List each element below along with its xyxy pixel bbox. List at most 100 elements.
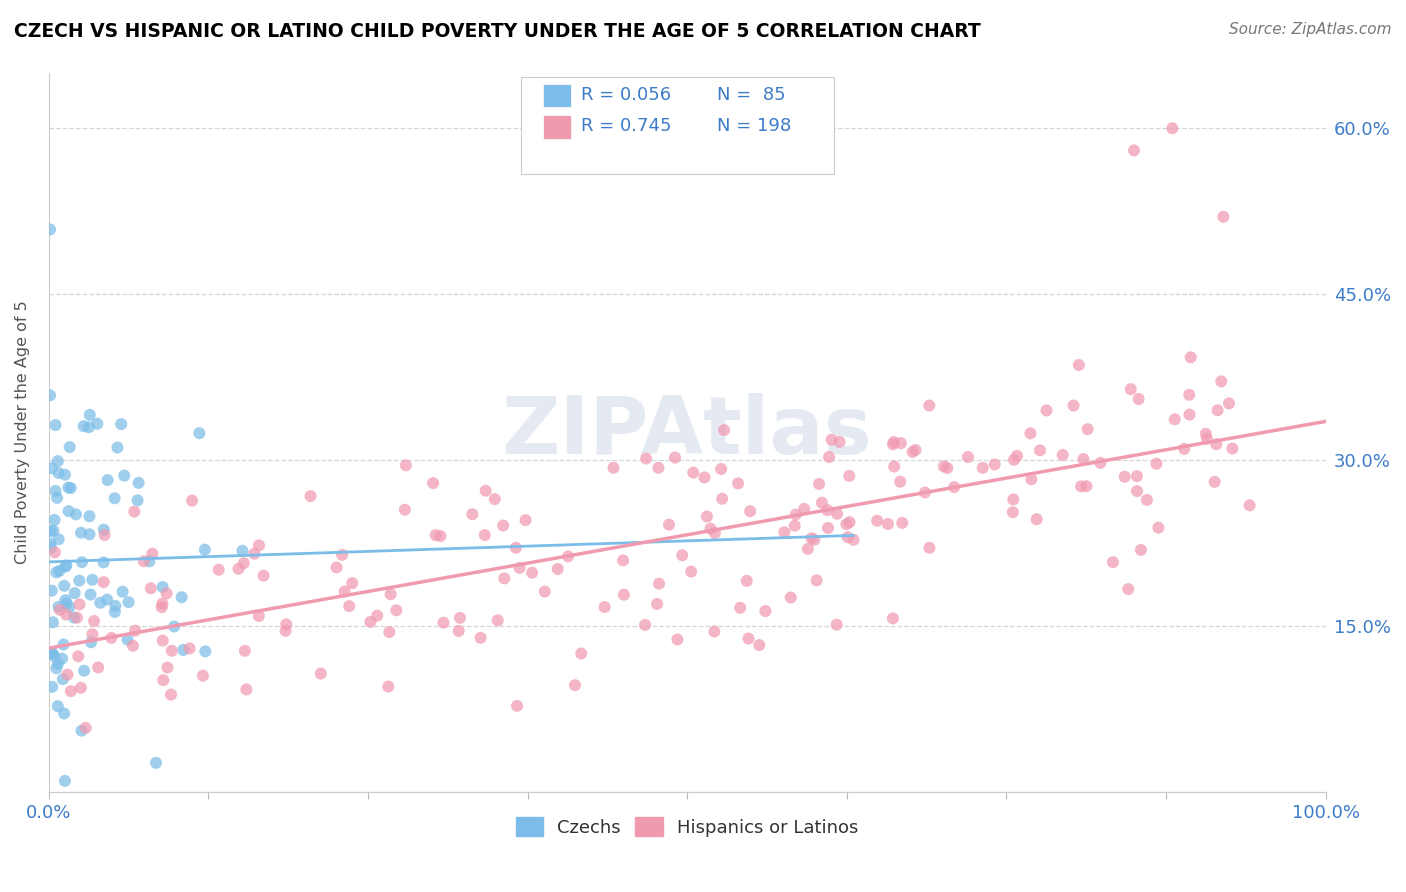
- Point: [79, 588, 101, 602]
- Point: [41, 646, 63, 660]
- Point: [779, 591, 801, 605]
- Point: [1001, 505, 1024, 519]
- Point: [122, 639, 145, 653]
- Point: [803, 533, 825, 547]
- Point: [1052, 448, 1074, 462]
- Point: [49, 603, 72, 617]
- Point: [93, 523, 115, 537]
- Point: [877, 516, 900, 531]
- Point: [914, 485, 936, 500]
- Point: [188, 426, 211, 441]
- Point: [866, 514, 889, 528]
- Point: [613, 588, 636, 602]
- Text: N =  85: N = 85: [717, 86, 785, 103]
- Point: [956, 450, 979, 464]
- Point: [682, 466, 704, 480]
- Point: [1077, 422, 1099, 436]
- Text: Source: ZipAtlas.com: Source: ZipAtlas.com: [1229, 22, 1392, 37]
- Point: [359, 615, 381, 629]
- Point: [1218, 396, 1240, 410]
- Point: [181, 493, 204, 508]
- Point: [494, 571, 516, 585]
- Point: [1178, 388, 1201, 402]
- Point: [194, 542, 217, 557]
- Point: [1129, 543, 1152, 558]
- Point: [111, 584, 134, 599]
- Point: [152, 580, 174, 594]
- Text: N = 198: N = 198: [717, 117, 790, 136]
- Point: [46, 454, 69, 468]
- Point: [55, 596, 77, 610]
- Point: [658, 517, 681, 532]
- Point: [1002, 492, 1025, 507]
- Point: [66, 610, 89, 624]
- Point: [509, 561, 531, 575]
- Point: [243, 547, 266, 561]
- Point: [932, 459, 955, 474]
- Point: [233, 644, 256, 658]
- Point: [117, 632, 139, 647]
- Point: [793, 501, 815, 516]
- Text: ZIPAtlas: ZIPAtlas: [502, 393, 873, 472]
- Point: [602, 460, 624, 475]
- Point: [1205, 437, 1227, 451]
- Point: [75, 721, 97, 735]
- Point: [470, 631, 492, 645]
- Point: [100, 631, 122, 645]
- Point: [41, 646, 63, 660]
- Point: [1211, 375, 1233, 389]
- Point: [1063, 399, 1085, 413]
- Point: [337, 599, 360, 614]
- Point: [325, 560, 347, 574]
- Point: [163, 619, 186, 633]
- Point: [252, 568, 274, 582]
- Point: [274, 624, 297, 638]
- Point: [70, 555, 93, 569]
- Point: [713, 423, 735, 437]
- Point: [385, 603, 408, 617]
- Point: [636, 451, 658, 466]
- Point: [1019, 426, 1042, 441]
- Point: [73, 419, 96, 434]
- Point: [1147, 521, 1170, 535]
- Point: [696, 509, 718, 524]
- Point: [1067, 358, 1090, 372]
- Point: [63, 586, 86, 600]
- Point: [1025, 512, 1047, 526]
- Point: [1076, 479, 1098, 493]
- Point: [170, 591, 193, 605]
- Point: [160, 688, 183, 702]
- Point: [773, 525, 796, 540]
- Point: [666, 632, 689, 647]
- Point: [41, 461, 63, 475]
- Point: [67, 649, 90, 664]
- Point: [835, 517, 858, 532]
- Point: [728, 600, 751, 615]
- Point: [299, 489, 322, 503]
- Point: [330, 548, 353, 562]
- Point: [797, 541, 820, 556]
- Point: [83, 614, 105, 628]
- Point: [474, 528, 496, 542]
- Point: [53, 773, 76, 788]
- Point: [425, 528, 447, 542]
- Point: [96, 592, 118, 607]
- Point: [838, 469, 860, 483]
- Point: [883, 459, 905, 474]
- Point: [58, 599, 80, 614]
- Point: [63, 610, 86, 624]
- Point: [82, 627, 104, 641]
- Point: [711, 491, 734, 506]
- Point: [39, 541, 62, 555]
- Point: [447, 624, 470, 638]
- Point: [152, 633, 174, 648]
- Point: [432, 615, 454, 630]
- Point: [818, 450, 841, 464]
- Point: [817, 503, 839, 517]
- Point: [664, 450, 686, 465]
- Point: [39, 524, 62, 539]
- Point: [93, 575, 115, 590]
- Point: [821, 433, 844, 447]
- Point: [112, 468, 135, 483]
- Point: [890, 436, 912, 450]
